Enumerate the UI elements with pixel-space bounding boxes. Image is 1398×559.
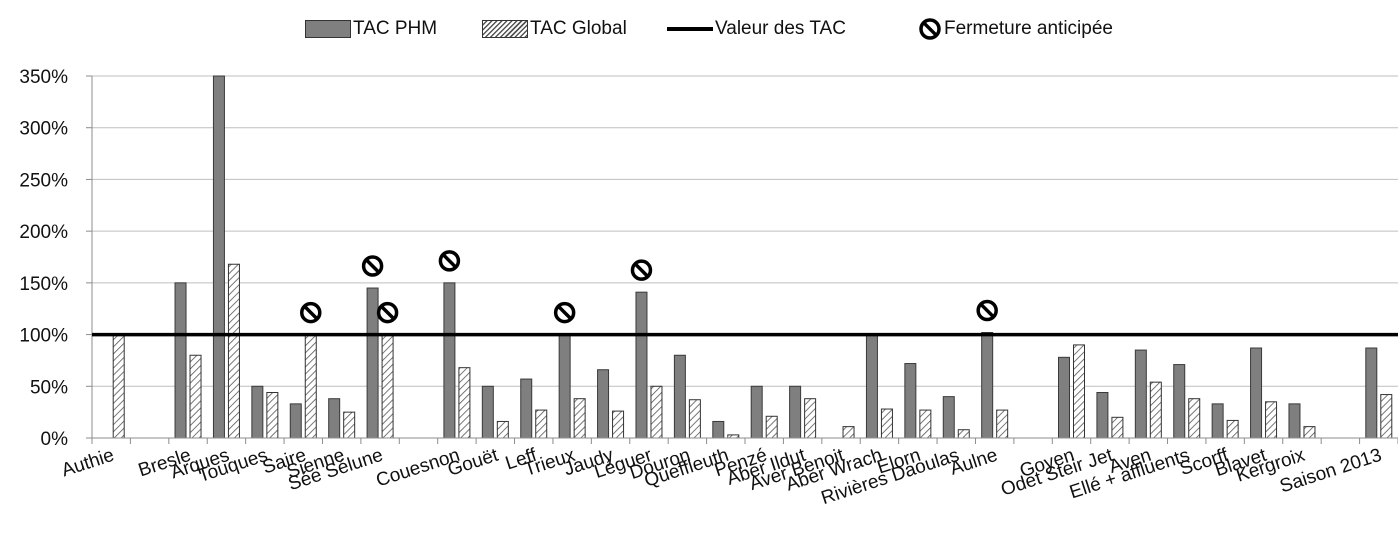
gridlines — [92, 75, 1398, 387]
bar-tac-phm — [1365, 347, 1378, 439]
bar-tac-phm — [443, 282, 456, 439]
bar-tac-phm — [750, 385, 763, 439]
bar-tac-global — [343, 411, 356, 439]
legend-swatch-global — [482, 20, 528, 38]
closure-marker — [438, 250, 461, 272]
closure-marker — [630, 259, 653, 281]
closure-marker — [553, 301, 576, 324]
bar-tac-phm — [673, 354, 686, 439]
closure-marker — [976, 299, 998, 322]
bar-tac-global — [112, 334, 125, 439]
y-tick-label: 150% — [19, 274, 68, 295]
y-tick-label: 50% — [30, 377, 68, 398]
legend-swatch-threshold-line — [667, 27, 713, 31]
bar-tac-phm — [1134, 349, 1147, 439]
bar-tac-phm — [328, 398, 341, 439]
bar-tac-phm — [174, 282, 187, 439]
bar-tac-global — [381, 334, 394, 439]
bar-tac-global — [612, 410, 625, 439]
bar-tac-global — [880, 408, 893, 439]
closure-icon — [919, 18, 941, 40]
bar-tac-global — [573, 398, 586, 439]
bar-tac-global — [458, 367, 471, 439]
bar-tac-phm — [289, 403, 302, 439]
bar-tac-phm — [212, 75, 225, 439]
closure-marker — [376, 301, 399, 324]
legend-label-closure: Fermeture anticipée — [944, 18, 1113, 39]
bar-tac-global — [266, 391, 279, 439]
legend-item-threshold: Valeur des TAC — [667, 16, 846, 42]
legend-item-phm: TAC PHM — [305, 16, 437, 42]
bar-tac-global — [496, 420, 509, 439]
bar-tac-phm — [1211, 403, 1224, 439]
bar-tac-phm — [1096, 391, 1109, 439]
bar-tac-global — [227, 263, 240, 439]
y-tick-label: 0% — [41, 429, 69, 450]
bar-tac-phm — [904, 363, 917, 439]
legend-item-global: TAC Global — [482, 16, 627, 42]
bar-tac-phm — [635, 291, 648, 439]
bar-tac-global — [304, 334, 317, 439]
bars — [112, 75, 1393, 439]
bar-tac-global — [919, 409, 932, 439]
bar-tac-global — [1073, 344, 1085, 439]
bar-tac-phm — [366, 287, 379, 439]
bar-tac-phm — [1288, 403, 1301, 439]
bar-tac-global — [842, 426, 855, 439]
bar-tac-global — [1111, 416, 1124, 439]
y-axis-ticks: 0% 50% 100% 150% 200% 250% 300% 350% — [19, 67, 92, 450]
bar-tac-global — [650, 385, 663, 439]
bar-tac-global — [765, 415, 778, 439]
bar-tac-phm — [789, 385, 802, 439]
legend-label-threshold: Valeur des TAC — [715, 18, 846, 39]
bar-tac-phm — [865, 334, 878, 439]
x-tick-label: Authie — [59, 445, 117, 482]
bar-tac-global — [957, 429, 970, 439]
closure-marker — [300, 301, 322, 324]
x-axis-ticks: Authie BresleArquesTouquesSaireSienneSée … — [59, 445, 1384, 510]
y-tick-label: 100% — [19, 326, 68, 347]
bar-tac-global — [1149, 381, 1162, 439]
y-tick-label: 200% — [19, 222, 68, 243]
bar-tac-global — [535, 409, 548, 439]
bar-tac-phm — [981, 332, 994, 439]
bar-tac-phm — [597, 369, 610, 439]
bar-tac-global — [1303, 426, 1316, 439]
bar-tac-phm — [481, 385, 494, 439]
bar-tac-phm — [1250, 347, 1263, 439]
bar-tac-global — [996, 409, 1009, 439]
legend-item-closure: Fermeture anticipée — [918, 16, 1113, 42]
bar-tac-phm — [520, 378, 533, 439]
bar-tac-global — [1226, 419, 1239, 439]
legend-label-phm: TAC PHM — [353, 18, 438, 39]
legend-swatch-phm — [305, 20, 351, 38]
bar-tac-global — [1265, 401, 1278, 439]
bar-tac-global — [1188, 398, 1201, 439]
bar-tac-global — [688, 399, 701, 439]
bar-tac-global — [1380, 394, 1393, 439]
bar-tac-phm — [558, 334, 571, 439]
y-tick-label: 300% — [19, 119, 68, 140]
y-tick-label: 350% — [19, 67, 68, 88]
closure-markers — [300, 250, 998, 324]
closure-marker — [361, 255, 384, 277]
bar-tac-phm — [712, 420, 725, 439]
bar-tac-phm — [1058, 356, 1070, 439]
bar-tac-phm — [1173, 364, 1186, 439]
bar-tac-global — [189, 354, 202, 439]
bar-tac-phm — [942, 396, 955, 439]
legend: TAC PHM TAC Global Valeur des TAC Fermet… — [0, 16, 1398, 42]
y-tick-label: 250% — [19, 170, 68, 191]
legend-label-global: TAC Global — [530, 18, 627, 39]
bar-tac-phm — [251, 385, 264, 439]
bar-tac-global — [804, 398, 817, 439]
axes — [91, 76, 1398, 444]
